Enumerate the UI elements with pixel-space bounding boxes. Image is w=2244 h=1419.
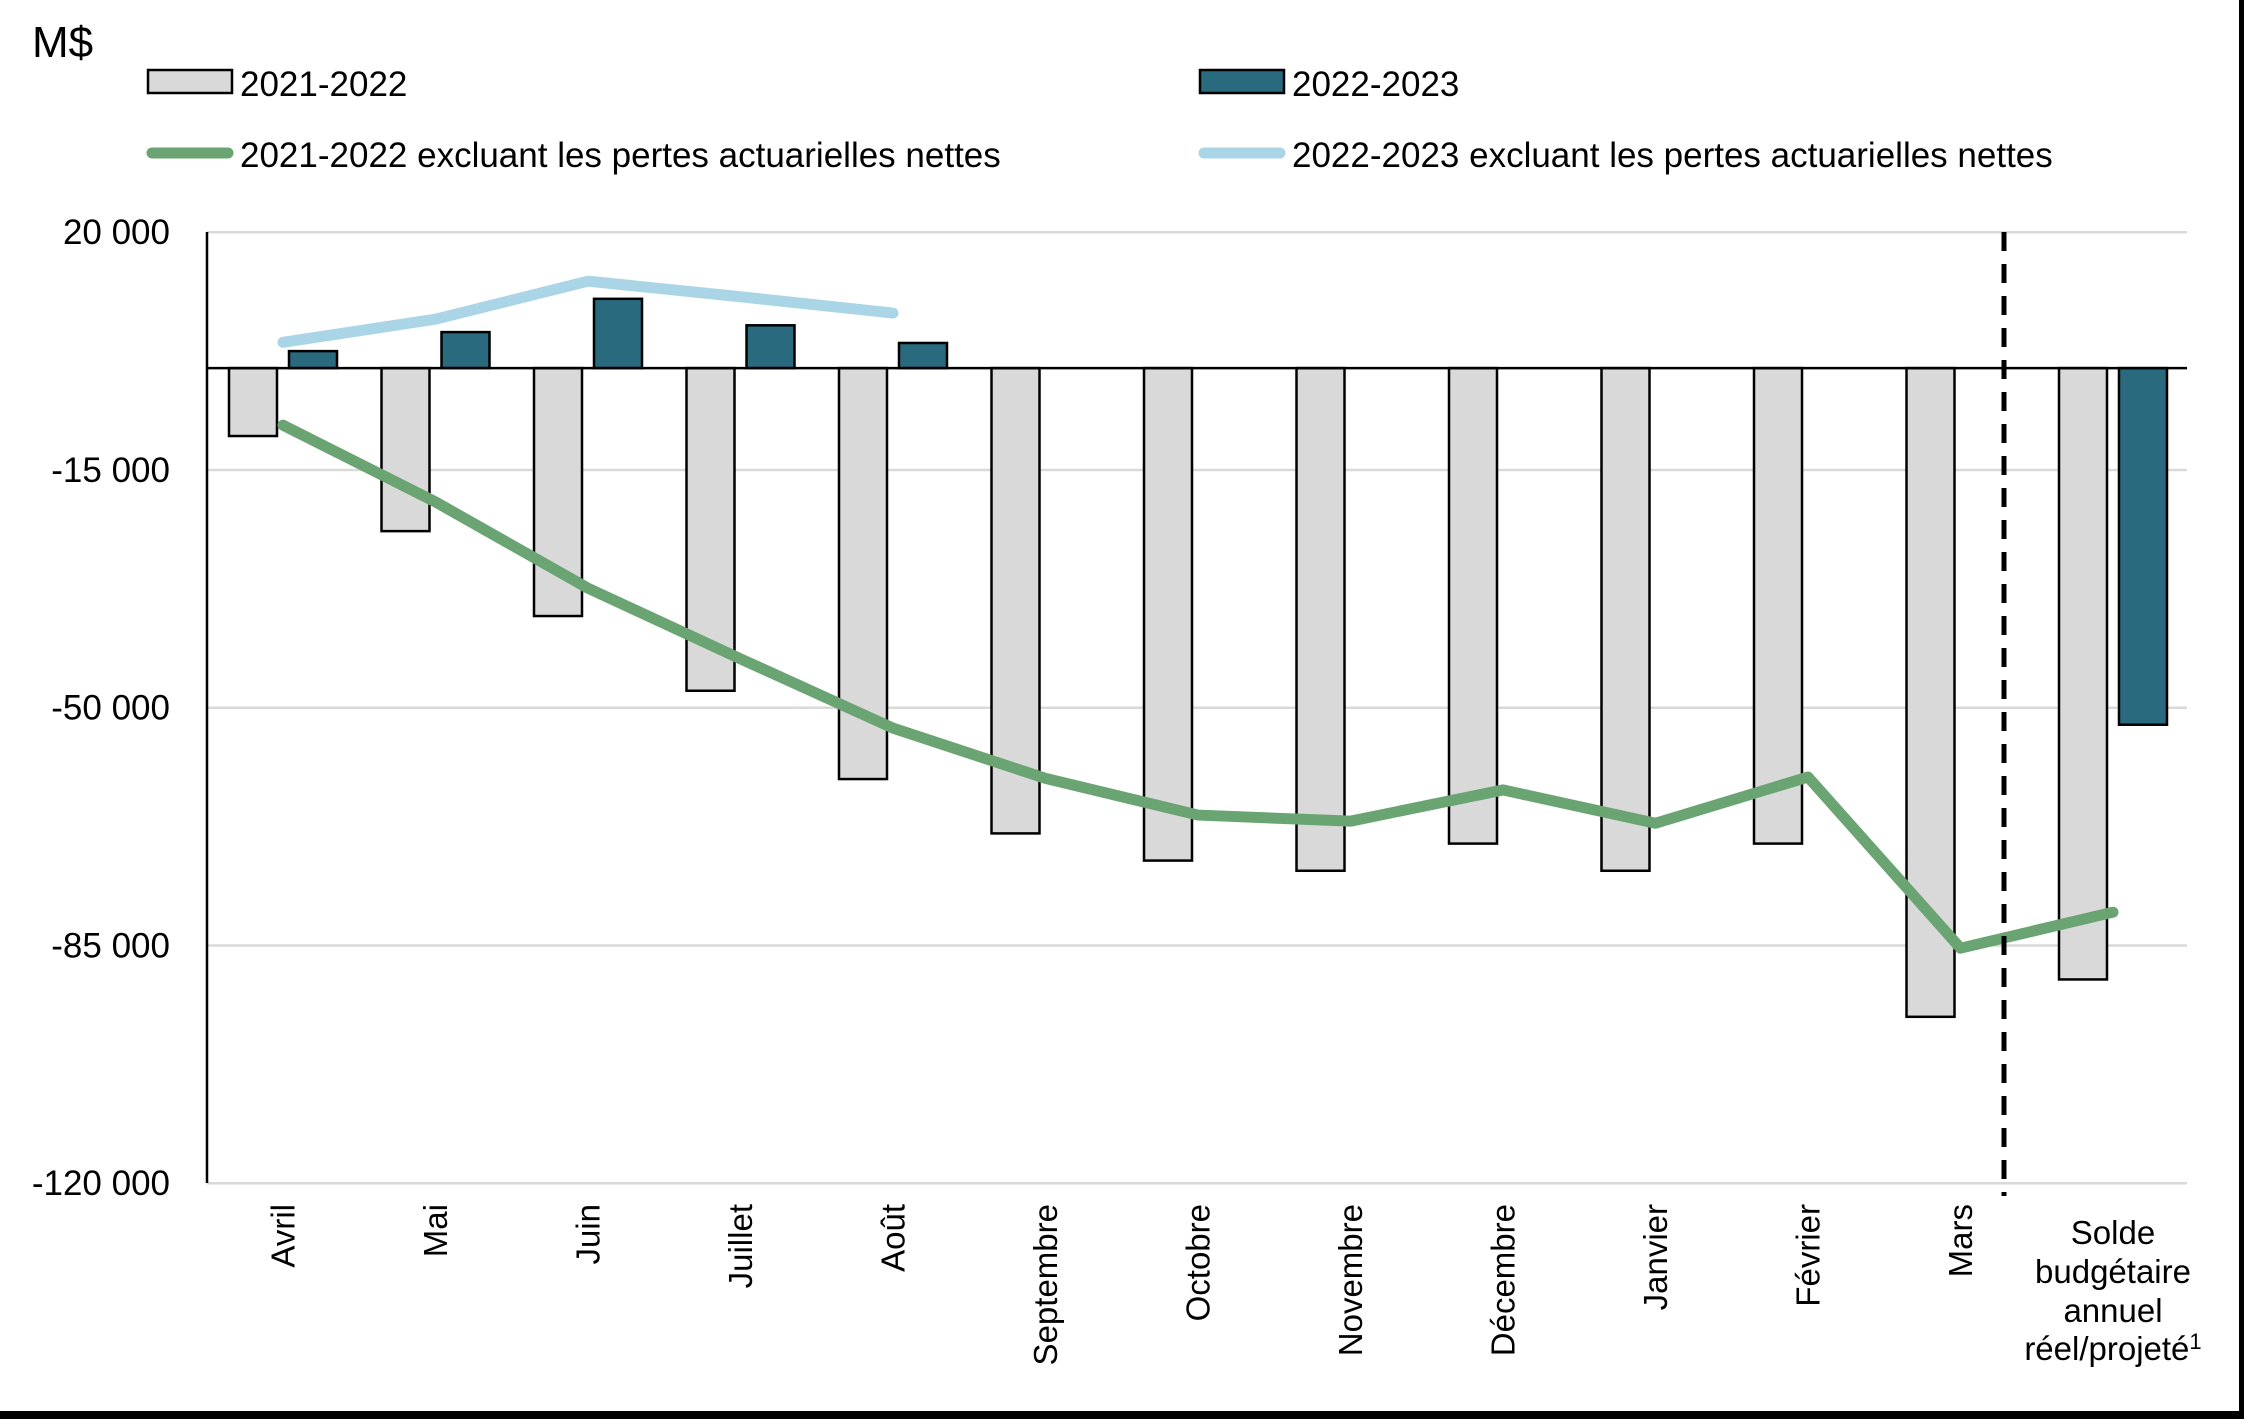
bar-2021-2022-fevrier: [1752, 366, 1804, 845]
bar-2021-2022-solde-budgetaire-annuel-reel-projete: [2057, 366, 2109, 981]
x-axis-category-labels: Avril Mai Juin Juillet Août Septembre Octobre N…: [265, 1204, 2202, 1367]
figure-bottom-border: [0, 1411, 2244, 1419]
bar-series: [227, 297, 2169, 1019]
y-tick-label--50000: -50 000: [51, 689, 170, 728]
x-label-octobre: Octobre: [1180, 1204, 1217, 1321]
legend-label-line-2021-2022: 2021-2022 excluant les pertes actuariell…: [240, 136, 1001, 175]
x-label-solde-line-4: réel/projeté1: [2024, 1329, 2201, 1367]
bar-2022-2023-avril: [287, 349, 339, 370]
gridlines: [207, 230, 2187, 1185]
x-label-solde-line-3: annuel: [2063, 1292, 2162, 1329]
x-label-solde-superscript: 1: [2189, 1329, 2201, 1354]
bar-2022-2023-juin: [592, 297, 644, 370]
legend: 2021-2022 2022-2023 2021-2022 excluant l…: [146, 65, 2053, 175]
bar-2022-2023-juillet: [745, 324, 796, 370]
y-axis-unit-label: M$: [32, 18, 93, 67]
x-label-avril: Avril: [265, 1204, 302, 1268]
axes: [205, 232, 2187, 1183]
legend-swatch-bar-2021-2022: [146, 68, 234, 95]
line-2021-2022-excluant-les-pertes-actuarielles-nettes: [277, 419, 2119, 954]
bar-2021-2022-avril: [227, 366, 279, 438]
x-label-novembre: Novembre: [1332, 1204, 1369, 1356]
x-label-juin: Juin: [570, 1204, 607, 1265]
x-label-mars: Mars: [1942, 1204, 1979, 1277]
line-series: [277, 275, 2119, 954]
bar-2021-2022-decembre: [1447, 366, 1499, 845]
y-tick-label--120000: -120 000: [32, 1164, 170, 1203]
bar-2022-2023-solde-budgetaire-annuel-reel-projete: [2117, 366, 2169, 726]
y-axis-tick-labels: 20 000 -15 000 -50 000 -85 000 -120 000: [32, 213, 170, 1203]
bar-2021-2022-janvier: [1600, 366, 1651, 873]
x-label-decembre: Décembre: [1485, 1204, 1522, 1356]
x-label-septembre: Septembre: [1027, 1204, 1064, 1365]
y-tick-label--85000: -85 000: [51, 926, 170, 965]
bar-2021-2022-mai: [380, 366, 431, 533]
x-label-juillet: Juillet: [722, 1204, 759, 1288]
bar-2022-2023-aout: [897, 341, 949, 370]
x-label-mai: Mai: [417, 1204, 454, 1257]
y-tick-label--15000: -15 000: [51, 451, 170, 490]
y-tick-label-20000: 20 000: [63, 213, 170, 252]
legend-label-bar-2022-2023: 2022-2023: [1292, 65, 1459, 104]
bar-2021-2022-novembre: [1295, 366, 1346, 873]
bar-2022-2023-mai: [440, 330, 491, 370]
legend-label-bar-2021-2022: 2021-2022: [240, 65, 407, 104]
x-label-solde-line-2: budgétaire: [2035, 1253, 2191, 1290]
legend-swatch-bar-2022-2023: [1198, 68, 1286, 95]
x-label-janvier: Janvier: [1637, 1204, 1674, 1310]
bar-2021-2022-septembre: [990, 366, 1041, 835]
figure-right-border: [2239, 0, 2244, 1419]
bar-2021-2022-octobre: [1142, 366, 1194, 862]
line-2022-2023-excluant-les-pertes-actuarielles-nettes: [277, 275, 899, 348]
x-label-solde-line-1: Solde: [2071, 1214, 2155, 1251]
legend-label-line-2022-2023: 2022-2023 excluant les pertes actuariell…: [1292, 136, 2053, 175]
x-label-aout: Août: [875, 1204, 912, 1272]
x-label-fevrier: Février: [1790, 1204, 1827, 1307]
